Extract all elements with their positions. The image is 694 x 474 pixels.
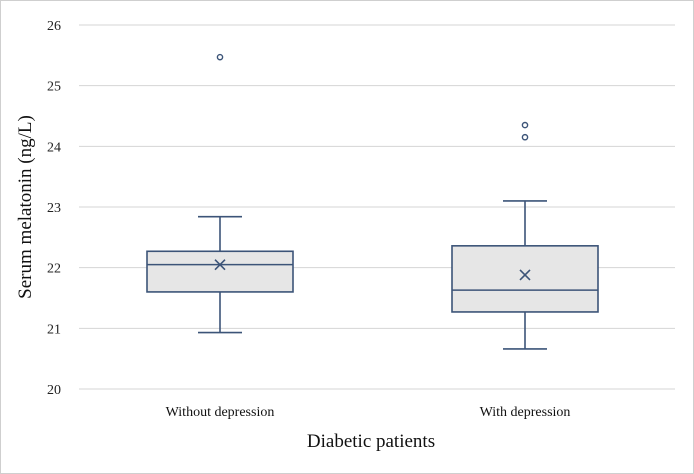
box-iqr [146, 250, 294, 293]
mean-marker [519, 269, 531, 281]
y-tick-label: 21 [47, 322, 61, 337]
y-axis-ticks: 20 21 22 23 24 25 26 [47, 19, 61, 398]
x-axis-title: Diabetic patients [307, 431, 435, 452]
gridlines [79, 24, 675, 390]
x-axis-categories: Without depression With depression [166, 405, 571, 420]
y-tick-label: 25 [47, 80, 61, 95]
y-tick-label: 24 [47, 140, 61, 155]
x-category-label: Without depression [166, 405, 275, 420]
y-tick-label: 22 [47, 262, 61, 277]
mean-marker [214, 259, 226, 271]
x-category-label: With depression [480, 405, 571, 420]
box-iqr [451, 245, 599, 313]
outlier-point [521, 121, 529, 129]
boxes [146, 53, 599, 350]
outlier-point [216, 53, 224, 61]
y-tick-label: 26 [47, 19, 61, 34]
y-tick-label: 20 [47, 383, 61, 398]
outlier-point [521, 133, 529, 141]
y-axis-title: Serum melatonin (ng/L) [15, 115, 36, 299]
box-group [146, 53, 294, 334]
y-tick-label: 23 [47, 201, 61, 216]
box-group [451, 121, 599, 350]
